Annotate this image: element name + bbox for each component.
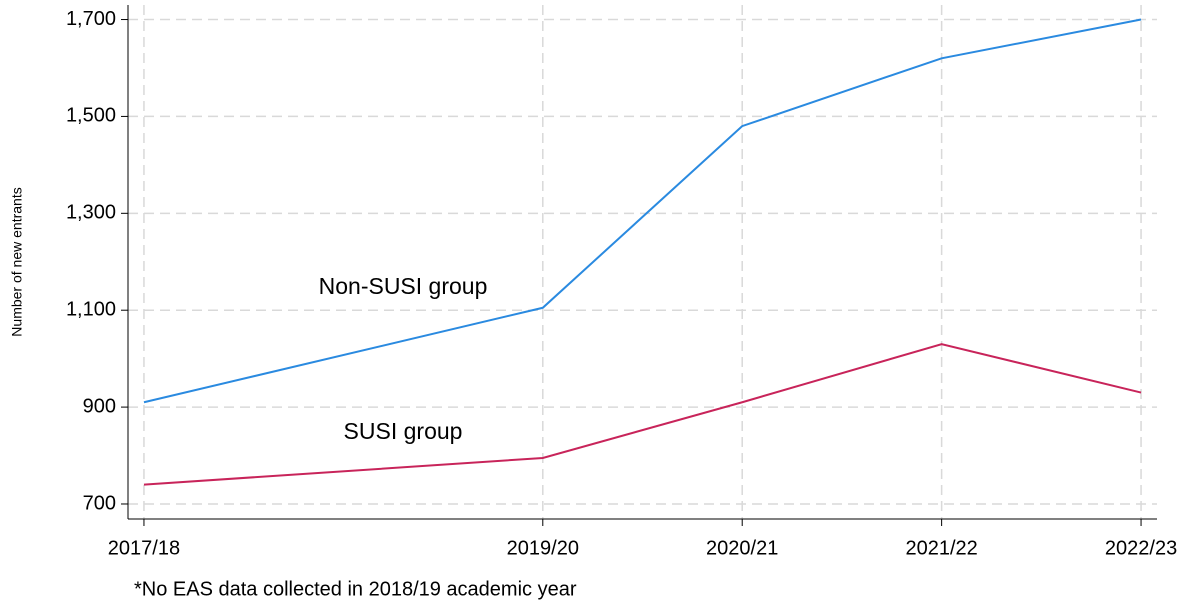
x-tick-label: 2020/21	[706, 537, 778, 559]
x-tick-label: 2022/23	[1105, 537, 1177, 559]
series-line	[143, 343, 1142, 486]
footnote: *No EAS data collected in 2018/19 academ…	[134, 578, 577, 600]
y-tick-label: 900	[83, 395, 116, 417]
series-label: SUSI group	[344, 418, 463, 444]
x-tick-label: 2021/22	[905, 537, 977, 559]
y-axis-label: Number of new entrants	[9, 187, 25, 336]
y-tick-label: 1,100	[66, 298, 116, 320]
series-line	[143, 18, 1142, 404]
y-tick-label: 1,700	[66, 8, 116, 30]
series-label: Non-SUSI group	[319, 273, 488, 299]
x-tick-label: 2017/18	[108, 537, 180, 559]
x-tick-label: 2019/20	[507, 537, 579, 559]
y-tick-label: 1,500	[66, 105, 116, 127]
y-tick-label: 1,300	[66, 202, 116, 224]
y-tick-label: 700	[83, 492, 116, 514]
